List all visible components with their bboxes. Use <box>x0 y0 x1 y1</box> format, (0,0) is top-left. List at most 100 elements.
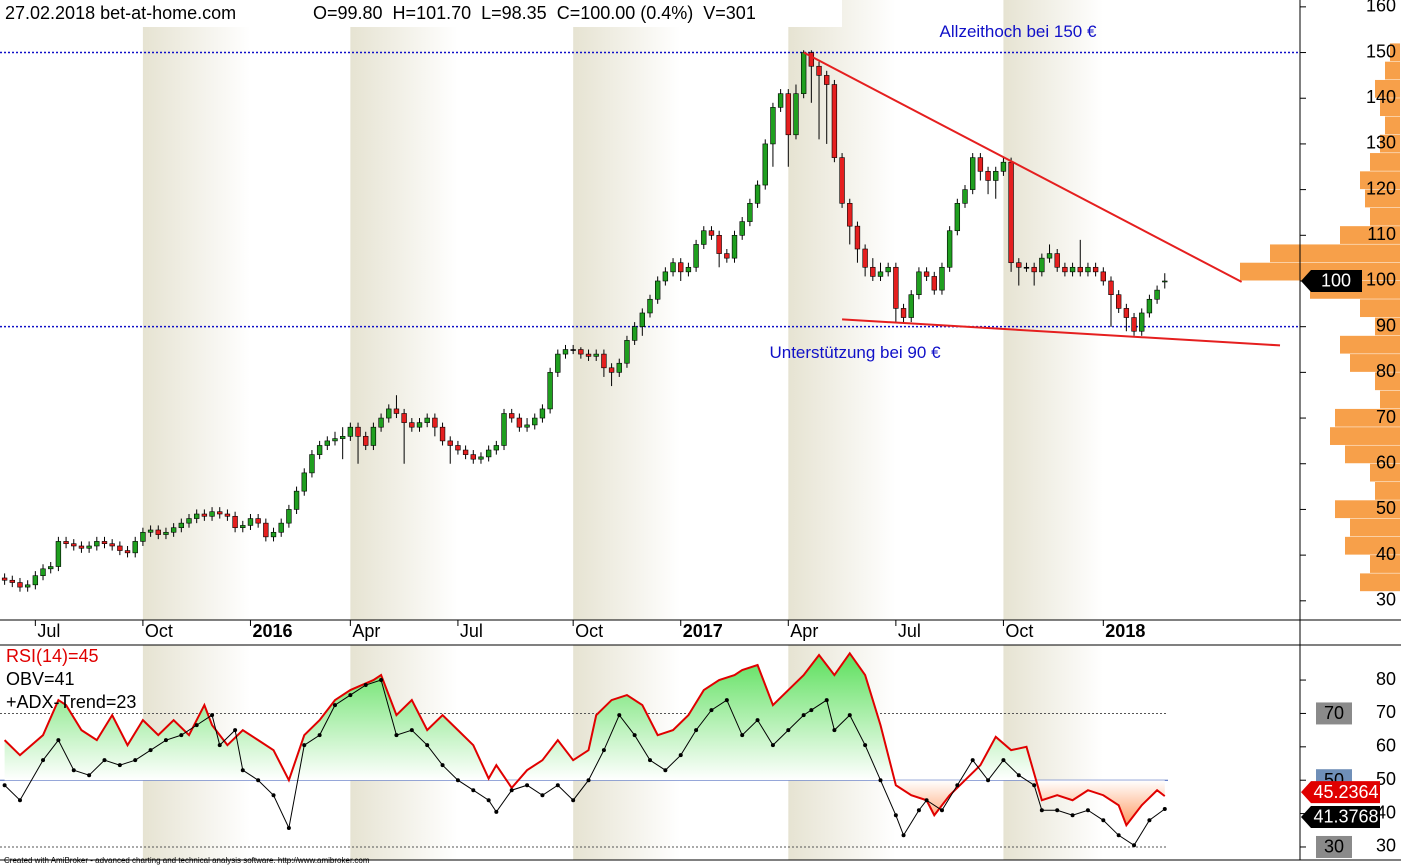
candle-body <box>71 543 77 547</box>
obv-point <box>440 763 445 768</box>
candle-body <box>501 413 507 446</box>
obv-point <box>509 788 514 793</box>
value-marker-label: 45.2364 <box>1313 782 1378 802</box>
period-band <box>573 0 681 620</box>
obv-point <box>924 798 929 803</box>
candle-body <box>1123 308 1130 318</box>
obv-point <box>694 728 699 733</box>
obv-point <box>71 768 76 773</box>
obv-point <box>847 713 852 718</box>
candle-body <box>839 157 845 204</box>
obv-point <box>1116 833 1121 838</box>
candle-body <box>793 93 799 136</box>
candle-body <box>962 189 968 204</box>
header-info: O=99.80 H=101.70 L=98.35 C=100.00 (0.4%)… <box>313 3 756 23</box>
obv-point <box>148 748 153 753</box>
obv-point <box>286 825 291 830</box>
volume-profile-bar <box>1380 98 1400 117</box>
y-tick-label: 90 <box>1376 315 1396 335</box>
candle-body <box>532 417 538 426</box>
candle-body <box>908 294 914 318</box>
obv-point <box>17 798 22 803</box>
obv-point <box>1055 808 1060 813</box>
candle-body <box>55 541 62 567</box>
y-tick-label: 130 <box>1366 133 1396 153</box>
period-band <box>350 0 458 620</box>
obv-point <box>348 693 353 698</box>
candle-body <box>1062 266 1068 273</box>
candle-body <box>478 456 484 460</box>
candle-body <box>593 353 599 357</box>
value-marker <box>1301 781 1380 804</box>
volume-profile-bar <box>1340 335 1400 354</box>
candle-body <box>1108 280 1114 295</box>
obv-point <box>786 728 791 733</box>
y-tick-label: 100 <box>1366 270 1396 290</box>
candle-body <box>708 230 715 236</box>
candle-body <box>555 353 561 373</box>
x-tick-label: Jul <box>460 621 483 641</box>
y-tick-label: 50 <box>1376 498 1396 518</box>
obv-point <box>970 758 975 763</box>
legend-entry: OBV=41 <box>6 669 75 689</box>
candle-body <box>78 545 85 549</box>
candle-body <box>754 184 761 204</box>
candle-body <box>424 417 430 423</box>
volume-profile-bar <box>1370 153 1400 171</box>
obv-point <box>1085 808 1090 813</box>
candle-body <box>270 531 277 538</box>
obv-point <box>394 733 399 738</box>
candle-body <box>847 203 853 227</box>
candle-body <box>470 454 476 460</box>
header-bg <box>0 0 842 27</box>
candle-body <box>539 408 546 419</box>
y-tick-label: 160 <box>1366 0 1396 16</box>
candle-body <box>854 225 861 250</box>
candle-body <box>163 531 169 535</box>
candle-body <box>624 340 630 364</box>
y-tick-label: 40 <box>1376 802 1396 822</box>
candle-body <box>1008 161 1014 264</box>
candle-body <box>293 490 300 510</box>
candle-body <box>194 513 200 519</box>
candle-body <box>124 550 131 554</box>
candle-body <box>217 511 223 515</box>
level-label: 70 <box>1324 703 1344 723</box>
candle-body <box>24 584 31 588</box>
candle-body <box>923 271 930 277</box>
candle-body <box>662 271 669 282</box>
candle-body <box>1131 317 1137 332</box>
candle-body <box>670 262 676 273</box>
obv-point <box>133 758 138 763</box>
header-symbol: 27.02.2018 bet-at-home.com <box>5 3 236 23</box>
candle-body <box>777 93 784 108</box>
volume-profile-bar <box>1270 244 1400 263</box>
candle-body <box>247 518 254 526</box>
obv-point <box>117 763 122 768</box>
candle-body <box>409 422 415 428</box>
volume-profile-bar <box>1350 518 1400 537</box>
candle-body <box>701 230 707 245</box>
candle-body <box>401 413 407 423</box>
candle-body <box>132 541 138 554</box>
candle-body <box>209 511 215 517</box>
obv-point <box>494 809 499 814</box>
y-tick-label: 150 <box>1366 41 1396 61</box>
candle-body <box>86 545 92 549</box>
reference-label: Allzeithoch bei 150 € <box>940 22 1097 41</box>
candle-body <box>386 408 392 419</box>
obv-point <box>632 733 637 738</box>
candle-body <box>693 244 699 268</box>
obv-point <box>939 808 944 813</box>
candle-body <box>862 248 868 268</box>
candle-body <box>685 266 692 273</box>
obv-line <box>4 679 1166 847</box>
volume-profile-bar <box>1390 43 1400 62</box>
candle-body <box>393 408 400 414</box>
y-tick-label: 60 <box>1376 452 1396 472</box>
volume-profile-bar <box>1345 536 1400 555</box>
y-tick-label: 120 <box>1366 178 1396 198</box>
y-tick-label: 70 <box>1376 702 1396 722</box>
obv-point <box>955 783 960 788</box>
